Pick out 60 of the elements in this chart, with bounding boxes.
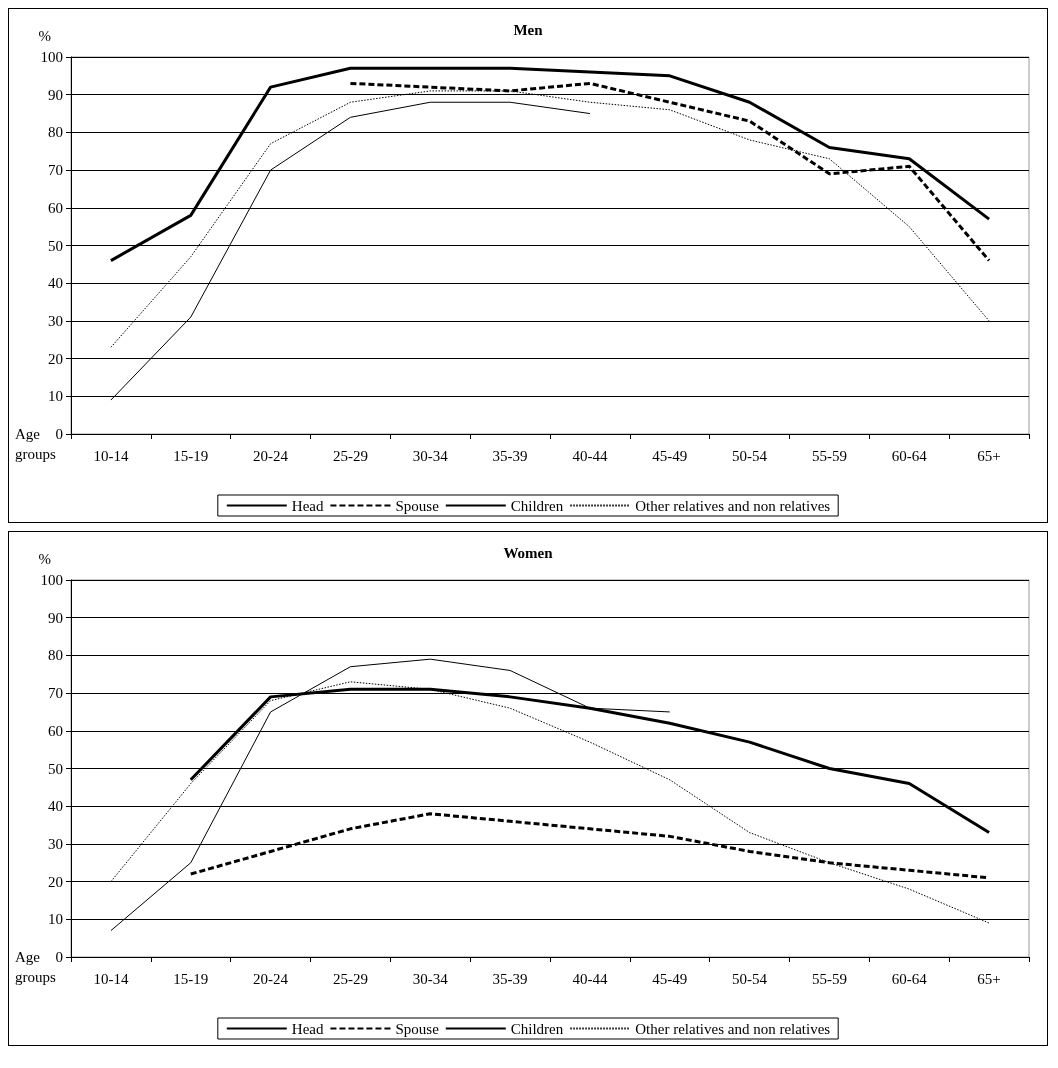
x-tick-label: 65+ — [977, 447, 1001, 464]
x-tick-label: 55-59 — [811, 447, 847, 464]
x-tick-label: 15-19 — [173, 447, 209, 464]
y-axis-title: % — [38, 27, 51, 44]
x-tick-label: 60-64 — [891, 447, 928, 464]
legend-label: Other relatives and non relatives — [635, 497, 831, 514]
legend-label: Spouse — [395, 497, 440, 514]
legend-label: Spouse — [395, 1020, 440, 1037]
chart-title: Women — [503, 544, 554, 561]
chart-title: Men — [513, 21, 544, 38]
x-tick-label: 50-54 — [732, 447, 768, 464]
x-axis-title: Age groups — [15, 949, 56, 985]
x-axis-title: Age groups — [15, 426, 56, 462]
y-tick-label: 40 — [48, 798, 63, 815]
x-tick-label: 20-24 — [253, 970, 289, 987]
x-tick-label: 50-54 — [732, 970, 768, 987]
x-tick-label: 45-49 — [652, 447, 688, 464]
y-tick-label: 10 — [48, 388, 63, 405]
x-tick-label: 10-14 — [93, 447, 129, 464]
y-tick-label: 30 — [48, 312, 63, 329]
y-axis-title: % — [38, 550, 51, 567]
x-tick-label: 60-64 — [891, 970, 928, 987]
y-tick-label: 90 — [48, 86, 63, 103]
x-tick-label: 30-34 — [412, 970, 449, 987]
y-tick-label: 20 — [48, 350, 63, 367]
x-tick-label: 20-24 — [253, 447, 289, 464]
x-tick-label: 30-34 — [412, 447, 449, 464]
x-tick-label: 45-49 — [652, 970, 688, 987]
x-tick-label: 25-29 — [332, 970, 368, 987]
y-tick-label: 0 — [55, 949, 63, 965]
y-tick-label: 90 — [48, 609, 63, 626]
y-tick-label: 10 — [48, 911, 63, 928]
y-tick-label: 50 — [48, 237, 63, 254]
legend-label: Head — [291, 1020, 324, 1037]
x-tick-label: 15-19 — [173, 970, 209, 987]
y-tick-label: 70 — [48, 685, 63, 702]
x-tick-label: 35-39 — [492, 970, 528, 987]
y-tick-label: 30 — [48, 835, 63, 852]
y-tick-label: 60 — [48, 722, 63, 739]
x-tick-label: 40-44 — [572, 447, 608, 464]
x-tick-label: 40-44 — [572, 970, 608, 987]
x-tick-label: 65+ — [977, 970, 1001, 987]
y-tick-label: 80 — [48, 647, 63, 664]
y-tick-label: 60 — [48, 199, 63, 216]
legend-label: Children — [510, 497, 564, 514]
y-tick-label: 0 — [55, 426, 63, 442]
x-tick-label: 55-59 — [811, 970, 847, 987]
y-tick-label: 20 — [48, 873, 63, 890]
y-tick-label: 100 — [40, 572, 63, 588]
x-tick-label: 35-39 — [492, 447, 528, 464]
y-tick-label: 100 — [40, 49, 63, 65]
y-tick-label: 40 — [48, 275, 63, 292]
x-tick-label: 10-14 — [93, 970, 129, 987]
legend-label: Head — [291, 497, 324, 514]
y-tick-label: 70 — [48, 162, 63, 179]
y-tick-label: 80 — [48, 124, 63, 141]
y-tick-label: 50 — [48, 760, 63, 777]
legend-label: Children — [510, 1020, 564, 1037]
legend-label: Other relatives and non relatives — [635, 1020, 831, 1037]
x-tick-label: 25-29 — [332, 447, 368, 464]
